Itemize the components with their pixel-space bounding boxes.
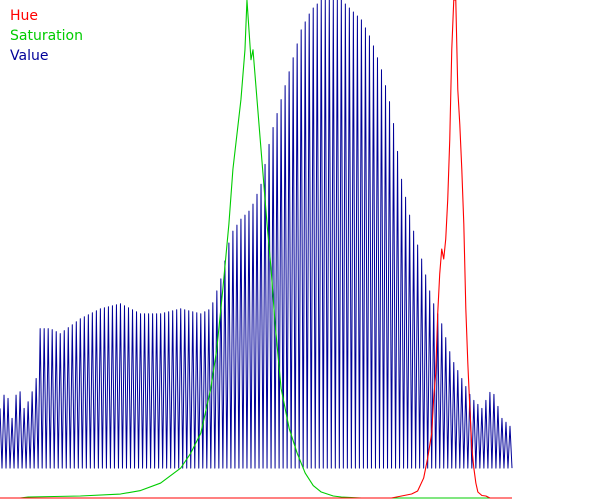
legend-saturation: Saturation: [10, 28, 83, 44]
legend-hue: Hue: [10, 8, 39, 24]
legend: Hue Saturation Value: [10, 6, 83, 66]
saturation-series-path: [0, 0, 512, 499]
value-series-path: [0, 0, 513, 469]
hue-series-line: [0, 0, 512, 499]
legend-value: Value: [10, 48, 49, 64]
hue-series-path: [0, 0, 512, 499]
saturation-series-line: [0, 0, 512, 499]
value-series-line: [0, 0, 513, 469]
